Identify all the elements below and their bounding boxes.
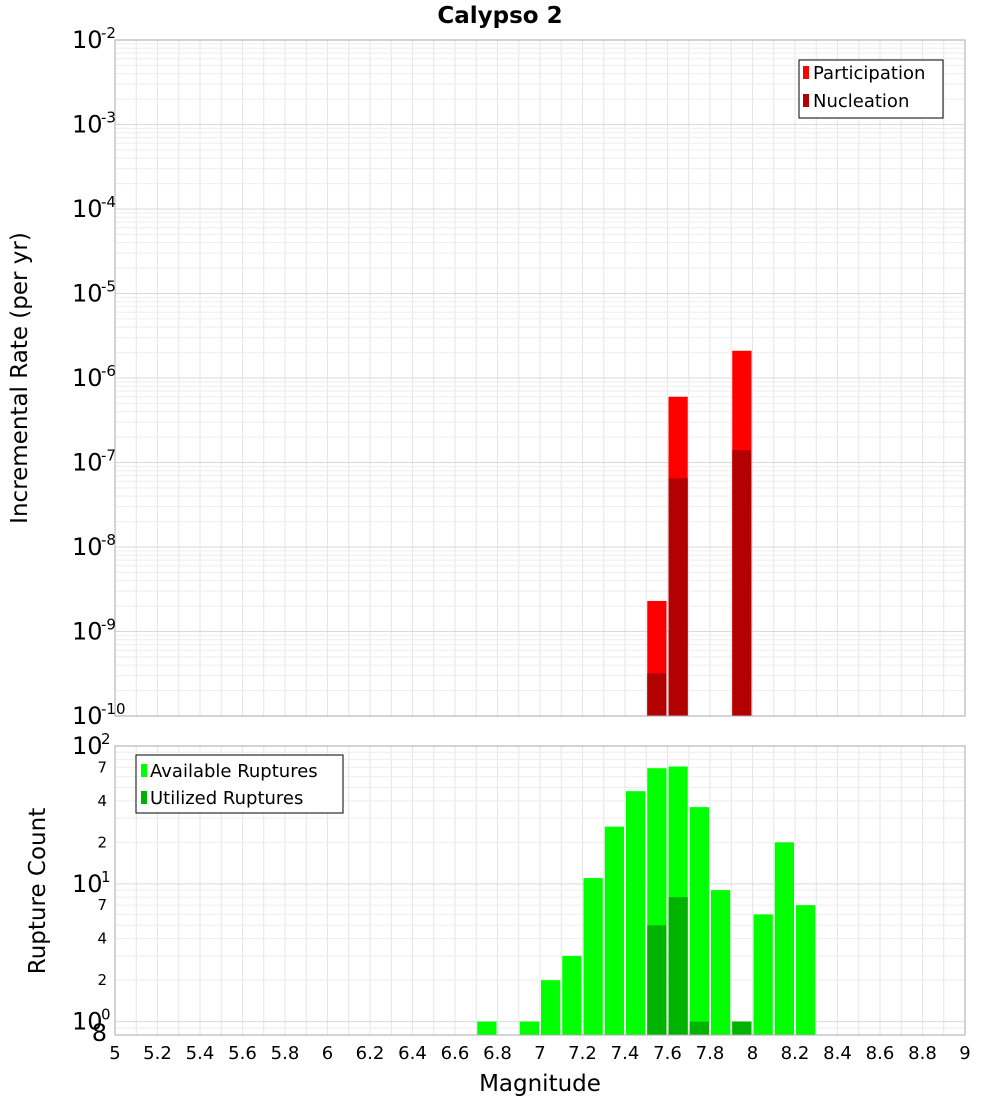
bar-nucleation [668,478,688,716]
bar-available-ruptures [541,980,561,1035]
x-tick-label: 6.4 [398,1043,427,1064]
x-tick-label: 8.8 [908,1043,937,1064]
legend-swatch-participation [803,66,809,79]
legend-label-utilized-ruptures: Utilized Ruptures [150,788,303,809]
top-plot-frame [114,39,966,717]
x-axis-label: Magnitude [479,1071,601,1097]
y-tick-exponent: -2 [101,24,116,42]
y-minor-tick-label: 4 [97,792,107,810]
legend-swatch-available-ruptures [141,764,147,777]
y-minor-tick-label: 8 [92,1019,107,1047]
bar-available-ruptures [583,878,603,1035]
y-tick-exponent: -9 [101,616,116,634]
x-tick-label: 6.6 [441,1043,470,1064]
x-tick-label: 5.8 [271,1043,300,1064]
x-tick-label: 6.2 [356,1043,385,1064]
y-tick-exponent: -6 [101,362,116,380]
legend-label-participation: Participation [813,63,925,84]
y-tick-label: 10 [72,449,103,477]
x-tick-label: 5.6 [228,1043,257,1064]
y-tick-label: 10 [72,618,103,646]
x-tick-label: 7.2 [568,1043,597,1064]
legend-swatch-utilized-ruptures [141,791,147,804]
x-tick-label: 5 [109,1043,120,1064]
y-tick-exponent: -5 [101,278,116,296]
y-tick-label: 10 [72,26,103,54]
bottom-plot-frame [114,745,966,1036]
bottom-legend: Available Ruptures Utilized Ruptures [135,754,344,814]
y-tick-label: 10 [72,870,103,898]
y-tick-exponent: -3 [101,109,116,127]
top-y-axis-label: Incremental Rate (per yr) [7,232,33,524]
top-bars [647,350,752,716]
top-legend-box [798,59,944,119]
y-tick-label: 10 [72,533,103,561]
y-minor-tick-label: 7 [97,758,107,776]
x-tick-label: 8.6 [866,1043,895,1064]
x-tick-label: 7 [534,1043,545,1064]
x-tick-label: 6 [322,1043,333,1064]
x-tick-label: 5.4 [186,1043,215,1064]
y-tick-label: 10 [72,1008,103,1036]
bar-available-ruptures [753,914,773,1035]
y-tick-exponent: -4 [101,193,116,211]
bar-utilized-ruptures [668,897,688,1035]
bar-available-ruptures [519,1021,539,1035]
y-minor-tick-label: 2 [97,833,107,851]
bar-available-ruptures [604,826,624,1035]
x-tick-label: 8.2 [781,1043,810,1064]
x-tick-label: 7.6 [653,1043,682,1064]
y-tick-exponent: 1 [101,868,111,886]
bar-nucleation [732,450,752,716]
bar-available-ruptures [477,1021,497,1035]
bar-nucleation [647,673,667,716]
y-minor-tick-label: 7 [97,896,107,914]
x-tick-label: 8.4 [823,1043,852,1064]
bottom-y-axis-label: Rupture Count [25,808,51,974]
top-legend: Participation Nucleation [798,59,944,119]
bar-available-ruptures [562,955,582,1035]
legend-swatch-nucleation [803,94,809,107]
legend-label-nucleation: Nucleation [813,91,909,112]
top-y-tick-labels: 10-210-310-410-510-610-710-810-910-10 [72,24,126,730]
bar-available-ruptures [774,842,794,1035]
chart-title: Calypso 2 [437,3,562,29]
bar-available-ruptures [689,807,709,1035]
x-tick-label: 6.8 [483,1043,512,1064]
bar-available-ruptures [796,905,816,1035]
y-tick-label: 10 [72,364,103,392]
bar-utilized-ruptures [647,925,667,1035]
x-tick-label: 9 [959,1043,970,1064]
bar-available-ruptures [711,890,731,1035]
y-minor-tick-label: 2 [97,971,107,989]
y-tick-label: 10 [72,111,103,139]
y-tick-exponent: 2 [101,730,111,748]
y-tick-exponent: 0 [101,1006,111,1024]
x-tick-label: 7.8 [696,1043,725,1064]
x-tick-label: 8 [747,1043,758,1064]
y-minor-tick-label: 4 [97,930,107,948]
bottom-legend-box [135,754,344,814]
x-tick-labels: 5 5.2 5.4 5.6 5.8 6 6.2 6.4 6.6 6.8 7 7.2 7.4 7.6 7.8 8… [109,1043,970,1064]
bar-available-ruptures [626,791,646,1035]
top-grid [114,40,966,717]
y-tick-exponent: -10 [101,700,126,718]
y-tick-exponent: -8 [101,531,116,549]
y-tick-label: 10 [72,702,103,730]
legend-label-available-ruptures: Available Ruptures [150,761,318,782]
y-tick-label: 10 [72,732,103,760]
y-tick-label: 10 [72,280,103,308]
x-tick-label: 7.4 [611,1043,640,1064]
bottom-bars [477,766,816,1035]
bar-utilized-ruptures [689,1021,709,1035]
y-tick-label: 10 [72,195,103,223]
y-tick-exponent: -7 [101,447,116,465]
x-tick-label: 5.2 [143,1043,172,1064]
top-plot: 10-210-310-410-510-610-710-810-910-10 Pa… [7,24,966,730]
bar-utilized-ruptures [732,1021,752,1035]
